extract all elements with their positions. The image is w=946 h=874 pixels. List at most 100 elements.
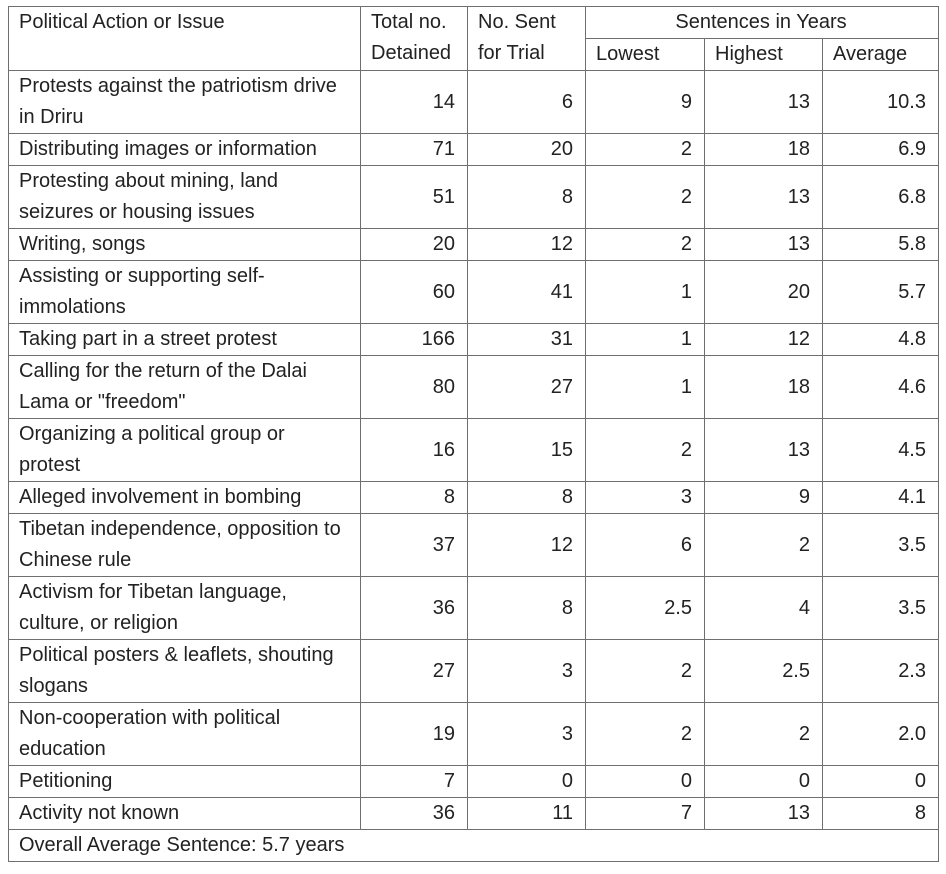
number-cell: 3 — [467, 639, 586, 703]
header-group: Sentences in Years — [585, 6, 939, 39]
header-cell: Political Action or Issue — [8, 6, 361, 71]
number-cell: 2 — [585, 639, 705, 703]
number-cell: 5.7 — [822, 260, 939, 324]
number-cell: 8 — [822, 797, 939, 830]
number-cell: 20 — [704, 260, 823, 324]
number-cell: 0 — [822, 765, 939, 798]
number-cell: 6 — [585, 513, 705, 577]
number-cell: 10.3 — [822, 70, 939, 134]
issue-cell: Writing, songs — [8, 228, 361, 261]
issue-cell: Alleged involvement in bombing — [8, 481, 361, 514]
footer-cell: Overall Average Sentence: 5.7 years — [8, 829, 939, 862]
table-row: Protests against the patriotism drive in… — [8, 70, 939, 134]
table-row: Alleged involvement in bombing 8 8 3 9 4.1 — [8, 481, 939, 514]
number-cell: 20 — [467, 133, 586, 166]
number-cell: 11 — [467, 797, 586, 830]
issue-cell: Organizing a political group or protest — [8, 418, 361, 482]
number-cell: 51 — [360, 165, 468, 229]
issue-cell: Taking part in a street protest — [8, 323, 361, 356]
number-cell: 19 — [360, 702, 468, 766]
number-cell: 0 — [704, 765, 823, 798]
table-row: Calling for the return of the Dalai Lama… — [8, 355, 939, 419]
number-cell: 1 — [585, 323, 705, 356]
number-cell: 4.5 — [822, 418, 939, 482]
number-cell: 0 — [467, 765, 586, 798]
number-cell: 4.1 — [822, 481, 939, 514]
number-cell: 8 — [360, 481, 468, 514]
number-cell: 13 — [704, 418, 823, 482]
table-row: Assisting or supporting self-immolations… — [8, 260, 939, 324]
issue-cell: Tibetan independence, opposition to Chin… — [8, 513, 361, 577]
number-cell: 2 — [585, 418, 705, 482]
number-cell: 3 — [467, 702, 586, 766]
sentences-table: Political Action or Issue Total no. Deta… — [8, 6, 939, 862]
number-cell: 12 — [467, 513, 586, 577]
table-row: Activity not known 36 11 7 13 8 — [8, 797, 939, 830]
table-row: Tibetan independence, opposition to Chin… — [8, 513, 939, 577]
number-cell: 0 — [585, 765, 705, 798]
number-cell: 166 — [360, 323, 468, 356]
number-cell: 31 — [467, 323, 586, 356]
issue-cell: Protesting about mining, land seizures o… — [8, 165, 361, 229]
number-cell: 3 — [585, 481, 705, 514]
number-cell: 41 — [467, 260, 586, 324]
table-row: Protesting about mining, land seizures o… — [8, 165, 939, 229]
number-cell: 6.8 — [822, 165, 939, 229]
number-cell: 6 — [467, 70, 586, 134]
number-cell: 2.5 — [704, 639, 823, 703]
number-cell: 3.5 — [822, 576, 939, 640]
table-row: Organizing a political group or protest 1… — [8, 418, 939, 482]
issue-cell: Activism for Tibetan language, culture, … — [8, 576, 361, 640]
number-cell: 7 — [585, 797, 705, 830]
number-cell: 37 — [360, 513, 468, 577]
number-cell: 14 — [360, 70, 468, 134]
number-cell: 2 — [704, 513, 823, 577]
number-cell: 13 — [704, 797, 823, 830]
header-cell: Average — [822, 38, 939, 71]
issue-cell: Activity not known — [8, 797, 361, 830]
header-cell: Total no. Detained — [360, 6, 468, 71]
header-cell: Lowest — [585, 38, 705, 71]
number-cell: 2 — [585, 228, 705, 261]
number-cell: 13 — [704, 228, 823, 261]
number-cell: 1 — [585, 355, 705, 419]
issue-cell: Petitioning — [8, 765, 361, 798]
number-cell: 27 — [360, 639, 468, 703]
number-cell: 1 — [585, 260, 705, 324]
number-cell: 2 — [704, 702, 823, 766]
number-cell: 12 — [704, 323, 823, 356]
number-cell: 2.0 — [822, 702, 939, 766]
issue-cell: Political posters & leaflets, shouting s… — [8, 639, 361, 703]
number-cell: 36 — [360, 797, 468, 830]
table-row: Activism for Tibetan language, culture, … — [8, 576, 939, 640]
table-row: Taking part in a street protest 166 31 1 12 4… — [8, 323, 939, 356]
number-cell: 20 — [360, 228, 468, 261]
number-cell: 2.5 — [585, 576, 705, 640]
issue-cell: Non-cooperation with political education — [8, 702, 361, 766]
number-cell: 27 — [467, 355, 586, 419]
issue-cell: Calling for the return of the Dalai Lama… — [8, 355, 361, 419]
number-cell: 8 — [467, 576, 586, 640]
footer-row: Overall Average Sentence: 5.7 years — [8, 829, 939, 862]
header-row: Lowest Highest Average — [9, 38, 939, 71]
number-cell: 2 — [585, 133, 705, 166]
number-cell: 7 — [360, 765, 468, 798]
number-cell: 3.5 — [822, 513, 939, 577]
number-cell: 80 — [360, 355, 468, 419]
header-cell: Highest — [704, 38, 823, 71]
number-cell: 18 — [704, 133, 823, 166]
header-row: Political Action or Issue Total no. Deta… — [8, 6, 939, 71]
number-cell: 5.8 — [822, 228, 939, 261]
number-cell: 2.3 — [822, 639, 939, 703]
number-cell: 6.9 — [822, 133, 939, 166]
number-cell: 8 — [467, 481, 586, 514]
table-row: Writing, songs 20 12 2 13 5.8 — [8, 228, 939, 261]
number-cell: 9 — [585, 70, 705, 134]
number-cell: 12 — [467, 228, 586, 261]
header-cell: No. Sent for Trial — [467, 6, 586, 71]
number-cell: 15 — [467, 418, 586, 482]
table-row: Petitioning 7 0 0 0 0 — [8, 765, 939, 798]
number-cell: 16 — [360, 418, 468, 482]
number-cell: 4.6 — [822, 355, 939, 419]
